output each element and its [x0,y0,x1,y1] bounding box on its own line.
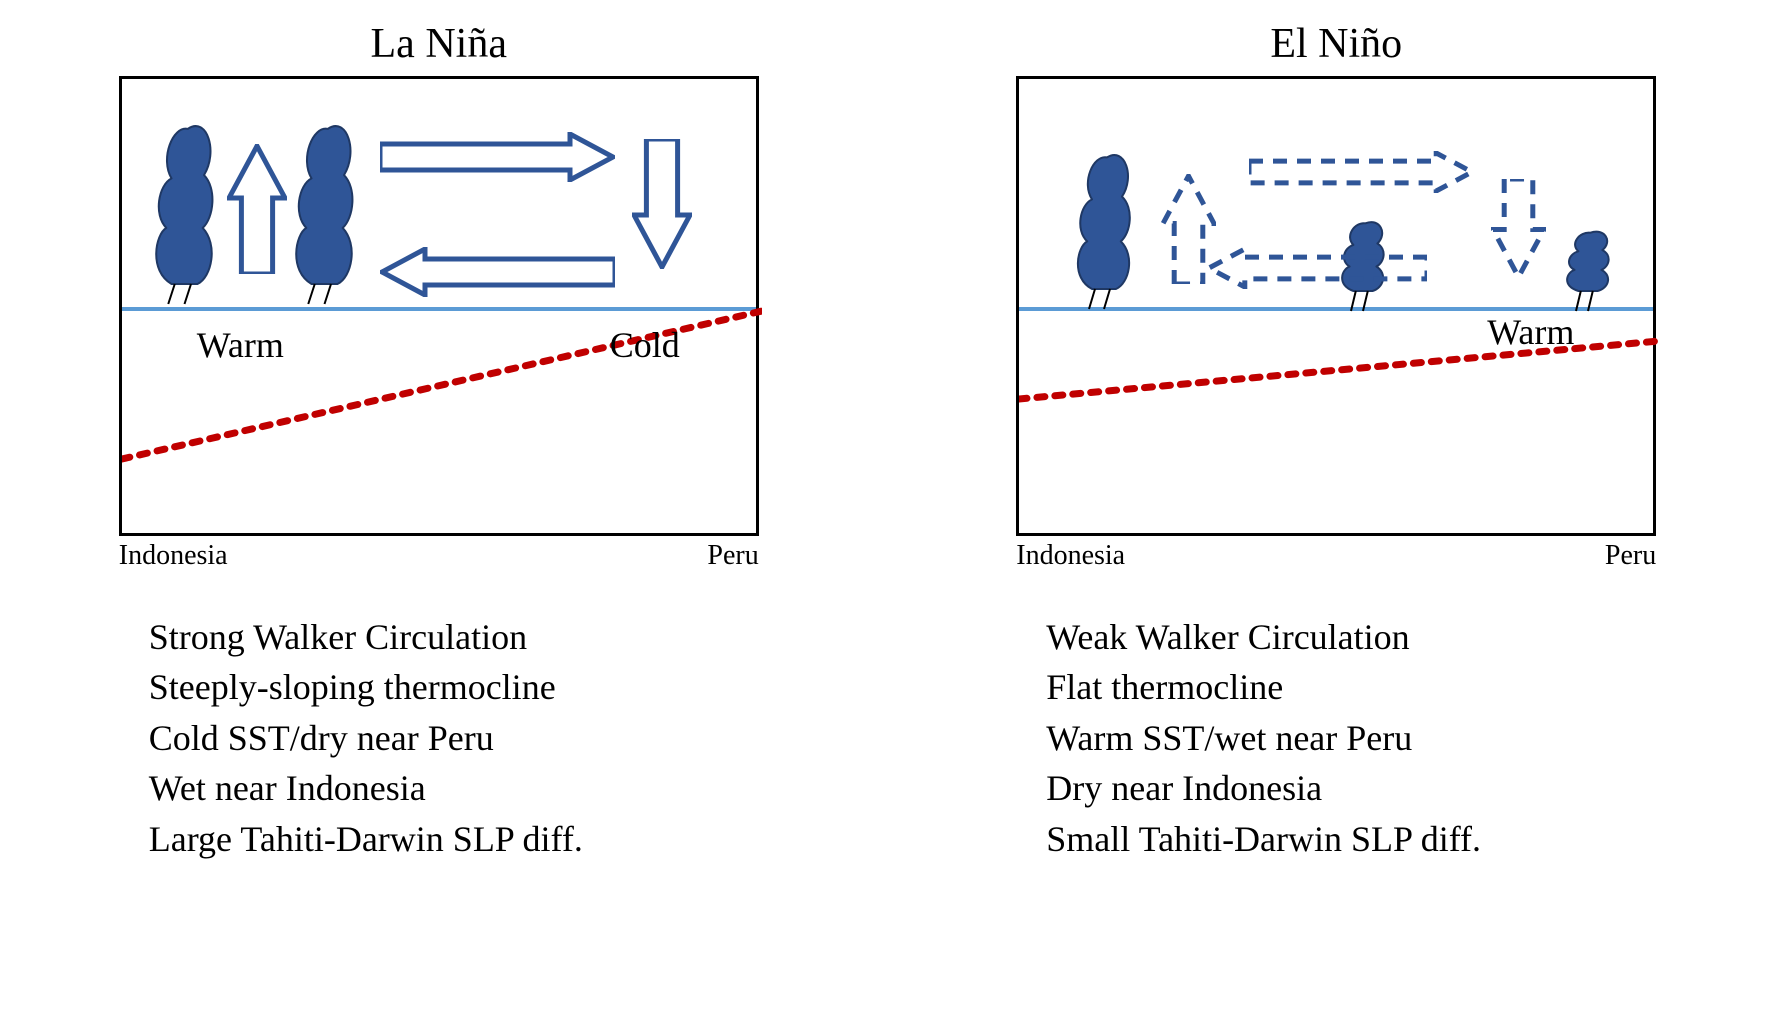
box-la-nina: Warm Cold [119,76,759,536]
bullet-line: Strong Walker Circulation [149,612,759,662]
axis-right-el-nino: Peru [1605,540,1656,572]
label-warm: Warm [1487,311,1574,353]
bullet-line: Dry near Indonesia [1046,763,1656,813]
panel-el-nino: El Niño Warm Indonesia Peru Weak Walker … [958,20,1716,864]
arrow-right-icon [380,132,615,187]
label-cold: Cold [610,324,680,366]
title-la-nina: La Niña [371,20,507,68]
axis-labels-el-nino: Indonesia Peru [1016,540,1656,572]
arrow-down-icon [632,139,692,274]
bullet-line: Cold SST/dry near Peru [149,713,759,763]
diagram-container: La Niña Warm Cold Indonesia Peru Strong W… [0,0,1775,864]
arrow-left-icon [1207,247,1427,294]
axis-labels-la-nina: Indonesia Peru [119,540,759,572]
bullets-el-nino: Weak Walker CirculationFlat thermoclineW… [1016,612,1656,864]
arrow-left-icon [380,247,615,302]
arrow-right-icon [1249,151,1474,198]
cloud-icon [152,119,217,311]
axis-right-la-nina: Peru [707,540,758,572]
cloud-icon [292,119,357,311]
bullet-line: Weak Walker Circulation [1046,612,1656,662]
bullets-la-nina: Strong Walker CirculationSteeply-sloping… [119,612,759,864]
arrow-down-icon [1491,179,1546,284]
label-warm: Warm [197,324,284,366]
box-el-nino: Warm [1016,76,1656,536]
bullet-line: Large Tahiti-Darwin SLP diff. [149,814,759,864]
axis-left-la-nina: Indonesia [119,540,228,572]
bullet-line: Steeply-sloping thermocline [149,662,759,712]
bullet-line: Warm SST/wet near Peru [1046,713,1656,763]
title-el-nino: El Niño [1270,20,1402,68]
bullet-line: Flat thermocline [1046,662,1656,712]
axis-left-el-nino: Indonesia [1016,540,1125,572]
cloud-icon [1074,149,1134,316]
panel-la-nina: La Niña Warm Cold Indonesia Peru Strong W… [60,20,818,864]
cloud-icon [1564,229,1612,318]
bullet-line: Wet near Indonesia [149,763,759,813]
bullet-line: Small Tahiti-Darwin SLP diff. [1046,814,1656,864]
arrow-up-icon [227,144,287,279]
